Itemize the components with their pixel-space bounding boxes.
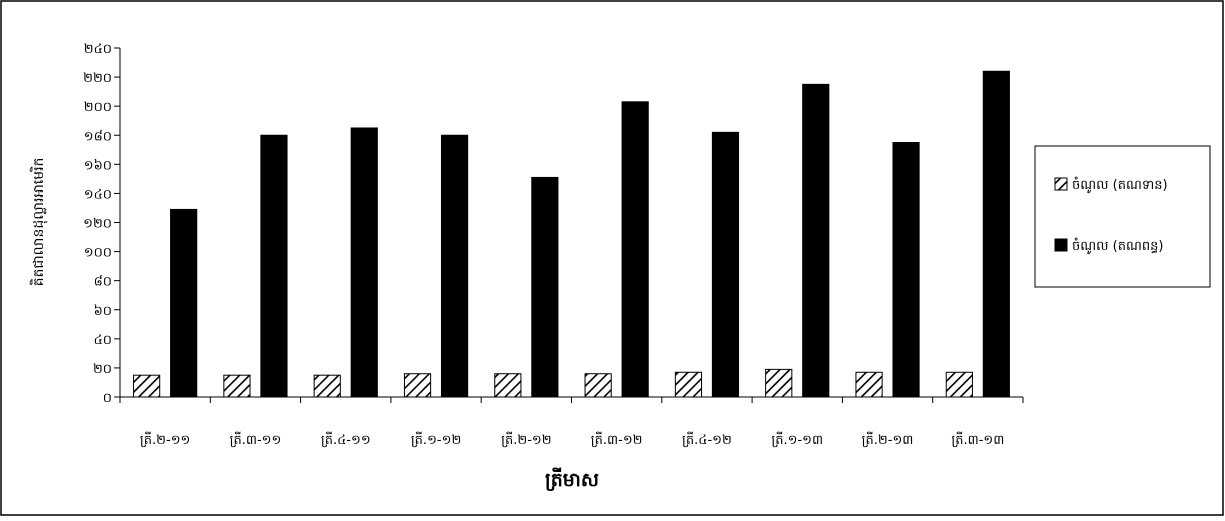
y-tick-label: ៨០ (94, 275, 112, 290)
bar-series-2 (802, 83, 830, 398)
y-tick-label: ៤០ (94, 333, 112, 348)
y-tick-label: ២០ (93, 362, 112, 377)
legend-item-series-2: ចំណូល (តណពន្ធ) (1054, 237, 1163, 255)
bar-series-2 (260, 134, 288, 398)
y-tick-label: ១០០ (84, 246, 112, 261)
bar-series-1 (674, 371, 703, 398)
y-axis-title: គិតជាលានដុល្លារអាមេរិក (29, 158, 48, 287)
y-tick-label: ២២០ (83, 71, 112, 86)
y-tick-label: ១៨០ (84, 129, 112, 144)
bars-group (133, 70, 1010, 398)
bar-series-1 (945, 371, 973, 398)
legend-box (1034, 145, 1211, 288)
y-tick-label: ១៤០ (84, 187, 112, 202)
bar-series-2 (621, 101, 649, 398)
y-tick-label: ១២០ (83, 217, 112, 232)
bar-series-2 (892, 142, 920, 398)
bar-series-1 (133, 374, 161, 398)
bar-series-1 (403, 373, 432, 398)
bar-series-2 (440, 134, 469, 398)
legend-swatch-hatched (1054, 177, 1068, 191)
bar-series-1 (584, 373, 612, 398)
y-tick-label: ២៤០ (84, 42, 112, 57)
bar-series-1 (855, 371, 883, 398)
bar-series-1 (765, 368, 793, 398)
y-tick-label: ២០០ (84, 100, 112, 115)
bar-series-2 (982, 70, 1010, 398)
legend-label-series-2: ចំណូល (តណពន្ធ) (1072, 237, 1163, 255)
category-labels: ត្រី.២-១១ ត្រី.៣-១១ ត្រី.៤-១១ ត្រី.១-១២ ត្រី… (140, 431, 1004, 448)
y-tick-label: ១៦០ (84, 158, 112, 173)
bar-series-2 (531, 176, 559, 398)
x-category-label: ត្រី.១-១៣ (771, 431, 823, 448)
bar-series-1 (494, 373, 522, 398)
x-category-label: ត្រី.២-១៣ (862, 431, 914, 448)
x-category-label: ត្រី.៣-១១ (230, 431, 282, 448)
x-axis-title: ត្រីមាស (545, 467, 599, 491)
legend-swatch-solid (1054, 238, 1068, 252)
x-category-label: ត្រី.១-១២ (411, 431, 461, 448)
x-category-label: ត្រី.៤-១២ (682, 431, 732, 448)
bar-series-2 (350, 127, 378, 398)
x-category-label: ត្រី.២-១២ (501, 431, 551, 448)
x-category-label: ត្រី.៣-១២ (591, 431, 643, 448)
bar-series-1 (223, 374, 251, 398)
bar-series-2 (170, 208, 198, 398)
legend-label-series-1: ចំណូល (តណទាន) (1072, 176, 1168, 194)
y-tick-label: ០ (103, 391, 112, 406)
x-category-label: ត្រី.៤-១១ (321, 431, 371, 448)
y-axis-ticks: ០ ២០ ៤០ ៦០ ៨០ ១០០ ១២០ ១៤០ ១៦០ ១៨០ ២០០ ២២០ ២៤០ (83, 42, 120, 406)
bar-series-1 (313, 374, 341, 398)
legend: ចំណូល (តណទាន) ចំណូល (តណពន្ធ) (1034, 145, 1211, 288)
x-category-label: ត្រី.២-១១ (140, 431, 190, 448)
bar-series-2 (711, 131, 740, 398)
y-tick-label: ៦០ (94, 304, 112, 319)
legend-item-series-1: ចំណូល (តណទាន) (1054, 176, 1168, 194)
x-axis-ticks (119, 397, 1024, 403)
x-category-label: ត្រី.៣-១៣ (951, 431, 1004, 448)
